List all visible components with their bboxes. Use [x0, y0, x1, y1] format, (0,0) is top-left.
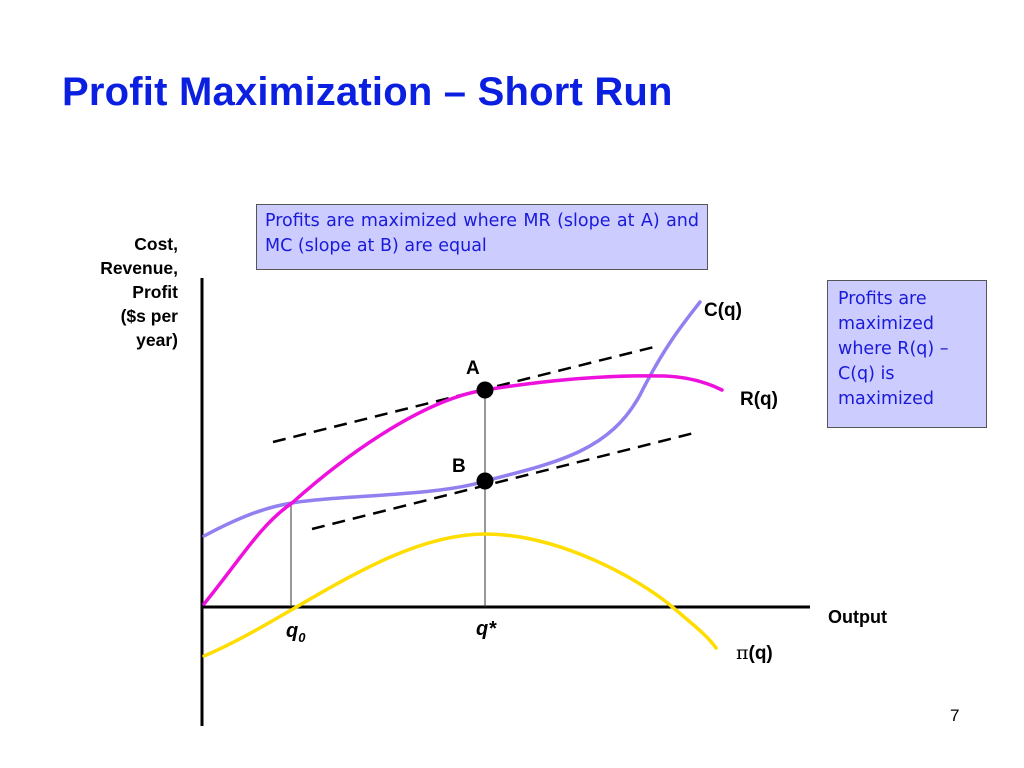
point-b-marker — [476, 472, 494, 490]
page-number: 7 — [950, 706, 960, 725]
tick-label-qstar: q* — [476, 618, 496, 640]
profit-curve — [202, 532, 718, 658]
point-a-label: A — [466, 358, 480, 379]
cost-curve — [202, 300, 702, 538]
slide-title: Profit Maximization – Short Run — [62, 70, 673, 114]
point-b-label: B — [452, 456, 466, 477]
tick-q0-subscript: 0 — [298, 630, 306, 645]
profit-curve-paren: (q) — [748, 643, 773, 664]
revenue-curve — [202, 374, 724, 606]
tangent-line-b — [311, 431, 695, 531]
pi-symbol: π — [736, 642, 749, 664]
cost-curve-label: C(q) — [704, 300, 742, 321]
revenue-curve-label: R(q) — [740, 389, 778, 410]
tick-label-q0: q0 — [286, 620, 305, 645]
note-mr-mc: Profits are maximized where MR (slope at… — [256, 204, 708, 270]
note-profit-max: Profits are maximized where R(q) – C(q) … — [827, 280, 987, 428]
profit-curve-label: π(q) — [736, 642, 773, 665]
point-a-marker — [476, 381, 494, 399]
x-axis-label: Output — [828, 607, 887, 627]
y-axis-label: Cost, Revenue, Profit ($s per year) — [100, 234, 178, 350]
tick-q0-letter: q — [286, 620, 299, 642]
